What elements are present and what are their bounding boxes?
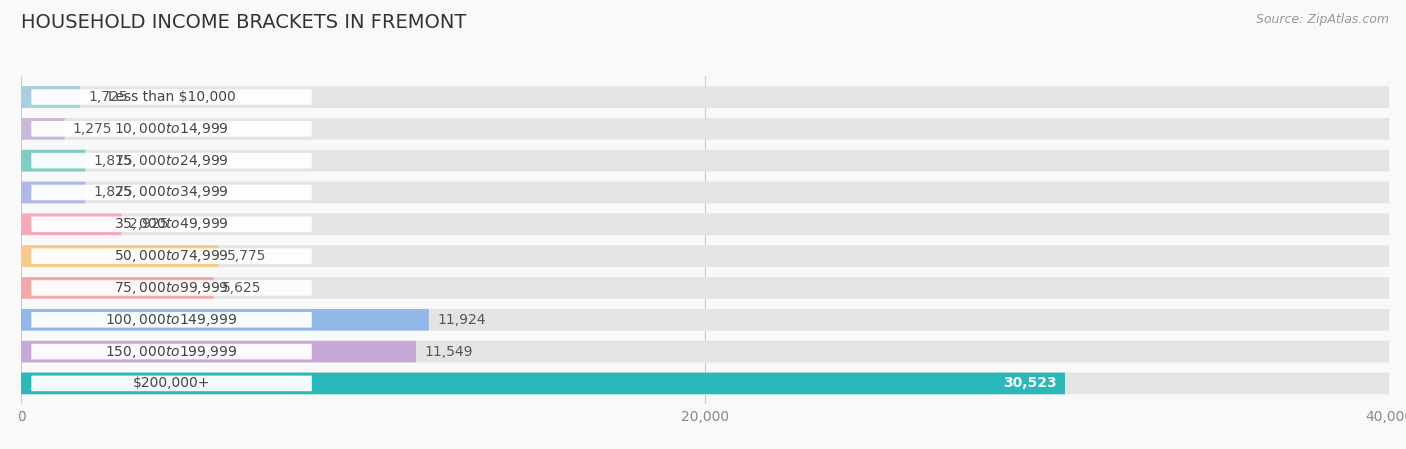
FancyBboxPatch shape [21, 373, 1064, 394]
FancyBboxPatch shape [21, 150, 1389, 172]
FancyBboxPatch shape [21, 86, 80, 108]
Text: 30,523: 30,523 [1002, 376, 1057, 391]
Text: $50,000 to $74,999: $50,000 to $74,999 [114, 248, 229, 264]
Text: Less than $10,000: Less than $10,000 [108, 90, 235, 104]
FancyBboxPatch shape [21, 373, 1389, 394]
FancyBboxPatch shape [21, 277, 1389, 299]
FancyBboxPatch shape [31, 216, 312, 232]
FancyBboxPatch shape [31, 89, 312, 105]
FancyBboxPatch shape [21, 341, 1389, 362]
FancyBboxPatch shape [21, 150, 86, 172]
Text: $15,000 to $24,999: $15,000 to $24,999 [114, 153, 229, 169]
FancyBboxPatch shape [31, 185, 312, 200]
FancyBboxPatch shape [31, 121, 312, 136]
Text: $200,000+: $200,000+ [134, 376, 211, 391]
Text: 1,275: 1,275 [73, 122, 112, 136]
Text: $100,000 to $149,999: $100,000 to $149,999 [105, 312, 238, 328]
FancyBboxPatch shape [31, 344, 312, 359]
FancyBboxPatch shape [21, 118, 1389, 140]
Text: $10,000 to $14,999: $10,000 to $14,999 [114, 121, 229, 137]
FancyBboxPatch shape [21, 245, 1389, 267]
Text: $35,000 to $49,999: $35,000 to $49,999 [114, 216, 229, 232]
Text: 1,875: 1,875 [93, 154, 134, 167]
FancyBboxPatch shape [21, 213, 1389, 235]
FancyBboxPatch shape [21, 213, 121, 235]
FancyBboxPatch shape [21, 309, 429, 330]
FancyBboxPatch shape [21, 309, 1389, 330]
FancyBboxPatch shape [21, 118, 65, 140]
FancyBboxPatch shape [31, 280, 312, 296]
Text: 5,775: 5,775 [226, 249, 266, 263]
FancyBboxPatch shape [21, 182, 1389, 203]
FancyBboxPatch shape [21, 182, 86, 203]
FancyBboxPatch shape [21, 341, 416, 362]
FancyBboxPatch shape [31, 153, 312, 168]
Text: 11,924: 11,924 [437, 313, 485, 327]
Text: $25,000 to $34,999: $25,000 to $34,999 [114, 185, 229, 201]
Text: $150,000 to $199,999: $150,000 to $199,999 [105, 343, 238, 360]
FancyBboxPatch shape [31, 248, 312, 264]
FancyBboxPatch shape [21, 277, 214, 299]
Text: 1,725: 1,725 [89, 90, 128, 104]
Text: HOUSEHOLD INCOME BRACKETS IN FREMONT: HOUSEHOLD INCOME BRACKETS IN FREMONT [21, 13, 467, 32]
FancyBboxPatch shape [31, 312, 312, 328]
FancyBboxPatch shape [31, 376, 312, 391]
FancyBboxPatch shape [21, 245, 218, 267]
Text: 2,925: 2,925 [129, 217, 169, 231]
Text: $75,000 to $99,999: $75,000 to $99,999 [114, 280, 229, 296]
Text: 5,625: 5,625 [222, 281, 262, 295]
Text: 11,549: 11,549 [425, 344, 472, 359]
FancyBboxPatch shape [21, 86, 1389, 108]
Text: 1,875: 1,875 [93, 185, 134, 199]
Text: Source: ZipAtlas.com: Source: ZipAtlas.com [1256, 13, 1389, 26]
